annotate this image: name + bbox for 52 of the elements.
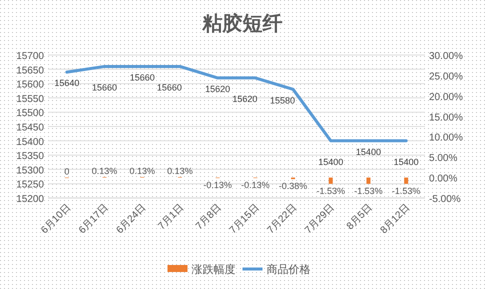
y2-tick-label: 20.00% — [429, 92, 464, 103]
y-tick-label: 15200 — [16, 194, 44, 205]
legend-label: 商品价格 — [266, 263, 310, 276]
legend-label: 涨跌幅度 — [192, 263, 236, 276]
x-tick-label: 7月29日 — [303, 202, 337, 236]
x-tick-label: 7月15日 — [228, 202, 262, 236]
x-tick-label: 7月1日 — [156, 202, 186, 232]
y-tick-label: 15500 — [16, 108, 44, 120]
x-tick-label: 6月10日 — [39, 202, 73, 236]
x-tick-label: 6月17日 — [76, 202, 111, 236]
x-tick-label: 7月8日 — [194, 202, 224, 232]
y-tick-label: 15700 — [16, 51, 44, 62]
y-tick-label: 15300 — [16, 165, 44, 176]
data-label: 15660 — [92, 82, 118, 92]
data-label: -1.53% — [354, 186, 383, 196]
y-tick-label: 15350 — [16, 151, 44, 162]
data-label: -1.53% — [316, 186, 346, 196]
y-tick-label: 15600 — [16, 80, 44, 91]
y-tick-label: 15250 — [16, 180, 44, 191]
y2-tick-label: 5.00% — [429, 153, 458, 164]
y-tick-label: 15550 — [16, 94, 44, 105]
data-label: 15660 — [156, 82, 182, 92]
y2-tick-label: 15.00% — [429, 112, 464, 124]
y2-tick-label: 30.00% — [429, 51, 464, 62]
chart-title: 粘胶短纤 — [202, 12, 282, 35]
data-label: 15620 — [205, 84, 230, 94]
x-tick-label: 8月12日 — [378, 202, 412, 236]
data-label: 15580 — [270, 95, 296, 106]
data-label: 15400 — [356, 146, 381, 157]
data-label: 0.13% — [92, 166, 118, 176]
y2-tick-label: -5.00% — [429, 194, 461, 205]
data-label: -0.13% — [203, 180, 232, 190]
x-tick-label: 7月22日 — [265, 202, 300, 236]
y-tick-label: 15650 — [16, 65, 44, 76]
data-label: 0 — [64, 166, 70, 177]
x-tick-label: 8月5日 — [344, 202, 375, 232]
data-label: 15640 — [54, 78, 80, 88]
y-tick-label: 15450 — [16, 122, 44, 134]
data-label: 15620 — [232, 94, 258, 104]
data-label: 15400 — [394, 156, 419, 167]
data-label: 15400 — [318, 156, 344, 167]
data-label: -0.38% — [278, 181, 308, 192]
y2-tick-label: 25.00% — [429, 71, 464, 82]
y2-tick-label: 0.00% — [429, 174, 458, 185]
y2-tick-label: 10.00% — [429, 132, 464, 144]
data-label: 0.13% — [167, 166, 193, 176]
data-label: -0.13% — [241, 180, 270, 190]
x-tick-label: 6月24日 — [114, 202, 148, 236]
data-label: 0.13% — [129, 166, 156, 176]
data-label: -1.53% — [392, 186, 420, 196]
y-tick-label: 15400 — [16, 136, 44, 148]
data-label: 15660 — [130, 72, 155, 82]
